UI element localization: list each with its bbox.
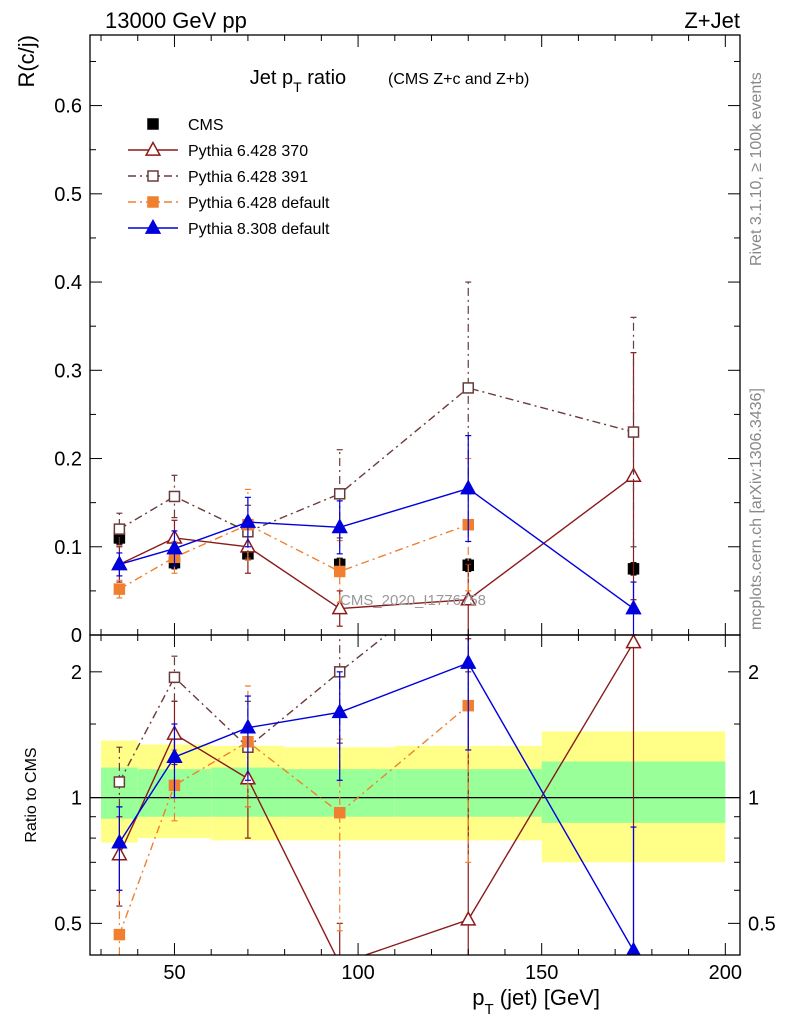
legend-marker bbox=[147, 118, 159, 130]
ratio-point bbox=[460, 653, 477, 669]
y-tick-label: 0.3 bbox=[54, 360, 82, 382]
ratio-point bbox=[166, 748, 183, 763]
data-point bbox=[625, 467, 642, 483]
y-tick-label: 0 bbox=[71, 625, 82, 647]
ratio-plot-area bbox=[90, 635, 740, 955]
ratio-point bbox=[333, 806, 346, 819]
x-tick-label: 50 bbox=[163, 962, 185, 984]
ratio-y-tick-label-right: 2 bbox=[748, 662, 759, 684]
title-sub: T bbox=[293, 79, 302, 95]
legend-marker bbox=[144, 140, 162, 156]
series-line-4 bbox=[119, 487, 634, 610]
data-point bbox=[462, 382, 474, 394]
data-point bbox=[333, 565, 346, 578]
ratio-point bbox=[625, 635, 642, 649]
data-point bbox=[239, 512, 257, 528]
legend-item: Pythia 6.428 default bbox=[128, 195, 330, 212]
data-point bbox=[627, 426, 640, 438]
legend-label: Pythia 6.428 370 bbox=[188, 143, 308, 160]
series-line-2 bbox=[119, 387, 634, 533]
ratio-series-3 bbox=[111, 635, 641, 955]
title-small: (CMS Z+c and Z+b) bbox=[388, 71, 529, 88]
series-line-1 bbox=[119, 475, 634, 610]
series-0 bbox=[113, 531, 640, 576]
data-point bbox=[460, 479, 477, 495]
rivet-label: Rivet 3.1.10, ≥ 100k events bbox=[748, 72, 765, 266]
main-title: Jet pT ratio bbox=[250, 67, 346, 95]
x-tick-label: 200 bbox=[709, 962, 742, 984]
watermark: CMS_2020_I1776758 bbox=[340, 592, 486, 609]
legend-label: CMS bbox=[188, 117, 224, 134]
y-tick-label: 0.4 bbox=[54, 272, 82, 294]
data-point bbox=[111, 555, 128, 571]
legend-marker bbox=[147, 196, 159, 208]
ratio-point bbox=[113, 776, 126, 788]
legend-label: Pythia 8.308 default bbox=[188, 221, 330, 238]
ratio-point bbox=[111, 833, 128, 849]
xlabel: pT (jet) [GeV] bbox=[472, 985, 600, 1018]
ratio-y-tick-label: 2 bbox=[71, 662, 82, 684]
y-tick-label: 0.2 bbox=[54, 449, 82, 471]
series-line-3 bbox=[119, 523, 469, 590]
data-point bbox=[625, 599, 642, 615]
ratio-point bbox=[331, 703, 348, 719]
legend-item: Pythia 6.428 391 bbox=[128, 169, 308, 186]
mcplots-label: mcplots.cern.ch [arXiv:1306.3436] bbox=[748, 388, 765, 630]
y-tick-label: 0.1 bbox=[54, 537, 82, 559]
axes: 50 100 150 200 0.1 0.2 0.3 0.4 0.5 0.6 0 0.5 0.5 1 1 2 2 bbox=[54, 34, 776, 984]
legend-marker bbox=[144, 218, 162, 234]
legend-item: Pythia 6.428 370 bbox=[128, 140, 308, 160]
ratio-point bbox=[239, 718, 257, 734]
data-point bbox=[331, 599, 348, 615]
legend-label: Pythia 6.428 default bbox=[188, 195, 330, 212]
ratio-point bbox=[460, 910, 477, 926]
x-tick-label: 100 bbox=[341, 962, 374, 984]
ratio-y-tick-label-right: 1 bbox=[748, 788, 759, 810]
y-tick-label: 0.5 bbox=[54, 184, 82, 206]
ratio-point bbox=[113, 928, 126, 941]
ratio-line-2 bbox=[118, 705, 469, 935]
data-point bbox=[333, 488, 346, 500]
ylabel-ratio: Ratio to CMS bbox=[23, 747, 40, 842]
data-point bbox=[168, 490, 181, 503]
ratio-frame bbox=[89, 634, 741, 956]
title-main: Jet p bbox=[250, 67, 293, 89]
xlabel-main: p bbox=[472, 985, 484, 1010]
series-3 bbox=[113, 457, 474, 603]
ratio-y-tick-label: 0.5 bbox=[54, 913, 82, 935]
data-point bbox=[331, 518, 348, 534]
data-point bbox=[460, 590, 477, 606]
top-plot-area bbox=[111, 281, 642, 635]
data-point bbox=[113, 583, 126, 595]
legend-item: Pythia 8.308 default bbox=[128, 218, 330, 238]
x-tick-label: 150 bbox=[525, 962, 558, 984]
data-point bbox=[166, 539, 183, 555]
data-point bbox=[113, 523, 126, 535]
header-right: Z+Jet bbox=[684, 8, 740, 33]
ratio-point bbox=[168, 671, 181, 684]
ratio-y-tick-label-right: 0.5 bbox=[748, 913, 776, 935]
ylabel-top: R(c/j) bbox=[14, 35, 39, 88]
xlabel-rest: (jet) [GeV] bbox=[494, 985, 600, 1010]
legend: CMS Pythia 6.428 370 Pythia 6.428 391 Pythi… bbox=[128, 117, 330, 238]
ratio-line-3 bbox=[118, 662, 635, 952]
ratio-point bbox=[626, 941, 641, 955]
xlabel-sub: T bbox=[484, 1001, 493, 1018]
ratio-line-0 bbox=[118, 642, 635, 955]
legend-label: Pythia 6.428 391 bbox=[188, 169, 308, 186]
ratio-y-tick-label: 1 bbox=[71, 788, 82, 810]
legend-item: CMS bbox=[147, 117, 224, 134]
title-rest: ratio bbox=[302, 67, 346, 89]
header-left: 13000 GeV pp bbox=[105, 8, 247, 33]
legend-marker bbox=[147, 170, 159, 182]
y-tick-label: 0.6 bbox=[54, 96, 82, 118]
series-4 bbox=[111, 434, 642, 635]
